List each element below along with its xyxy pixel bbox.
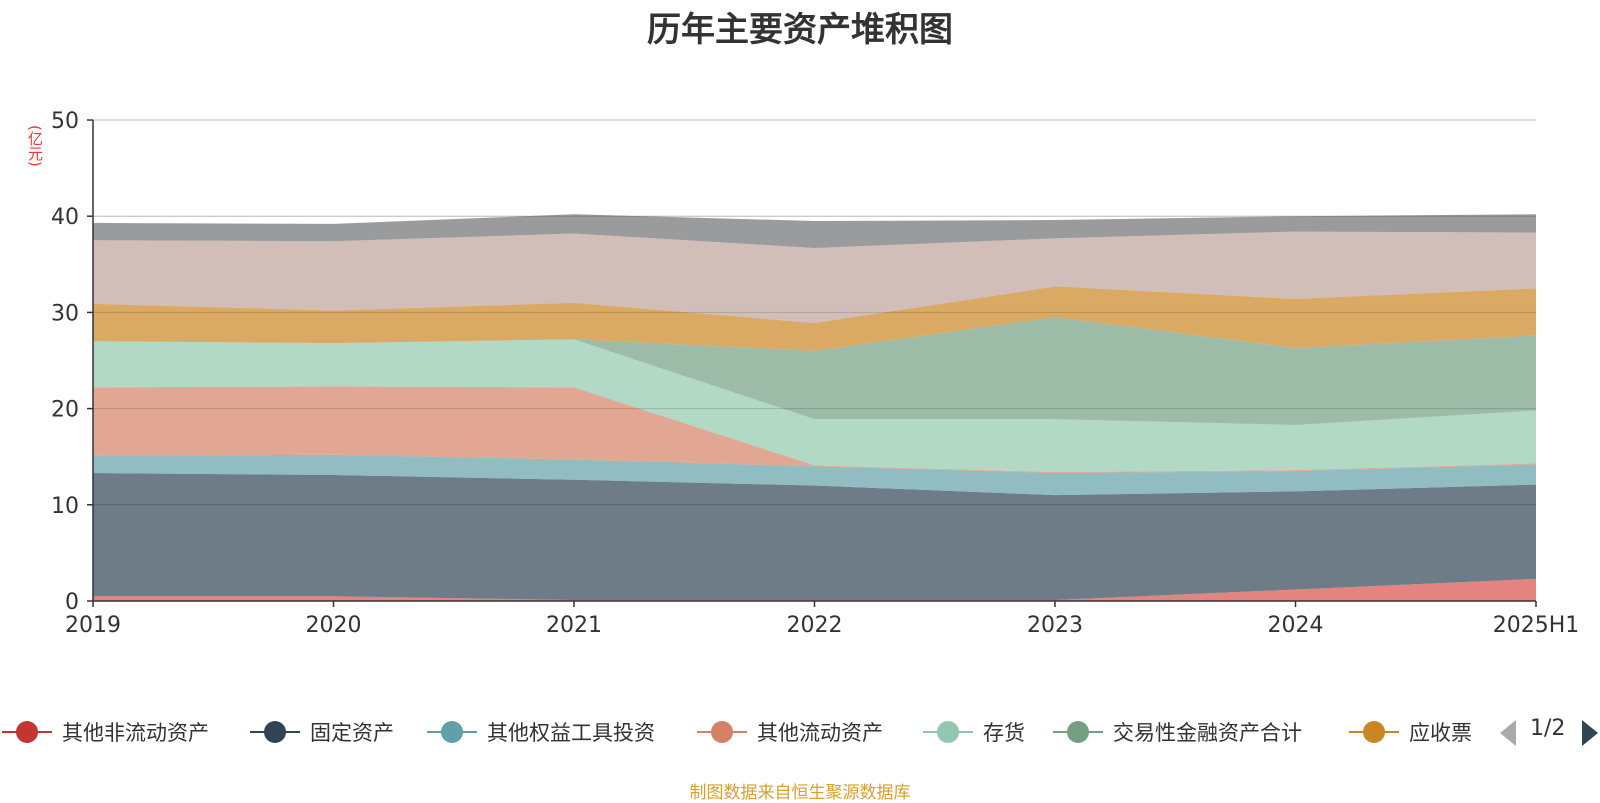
x-tick-label: 2019 xyxy=(65,613,121,638)
area-series-layer xyxy=(93,119,1536,601)
legend-dot xyxy=(711,721,733,743)
legend-pager: 1/2 xyxy=(1500,712,1600,752)
legend-prev-page-icon[interactable] xyxy=(1500,720,1516,746)
y-axis-unit-label: (亿元) xyxy=(26,125,44,167)
legend-label: 其他非流动资产 xyxy=(62,721,209,745)
legend-item-6[interactable]: 应收票 xyxy=(1349,712,1472,752)
y-tick-label: 0 xyxy=(65,590,79,615)
source-note: 制图数据来自恒生聚源数据库 xyxy=(689,783,911,803)
legend-dot xyxy=(1363,721,1385,743)
legend: 其他非流动资产 固定资产 其他权益工具投资 其他流动资产 存货 xyxy=(0,712,1600,752)
legend-label: 应收票 xyxy=(1409,721,1472,745)
y-tick-label: 10 xyxy=(51,494,79,519)
legend-next-page-icon[interactable] xyxy=(1582,720,1598,746)
y-tick-label: 20 xyxy=(51,398,79,423)
area-series-7[interactable] xyxy=(93,231,1536,323)
legend-dot xyxy=(264,721,286,743)
x-tick-label: 2020 xyxy=(306,613,362,638)
x-tick-label: 2021 xyxy=(546,613,602,638)
legend-label: 其他权益工具投资 xyxy=(487,721,655,745)
legend-label: 交易性金融资产合计 xyxy=(1113,721,1302,745)
stacked-area-chart: 0 10 20 30 40 50 2019 2020 2021 2022 2023 2024 2025H… xyxy=(51,109,1579,638)
legend-marker-icon xyxy=(923,719,973,745)
area-series-2[interactable] xyxy=(93,454,1536,496)
x-tick-label: 2022 xyxy=(787,613,843,638)
legend-dot xyxy=(441,721,463,743)
area-series-6[interactable] xyxy=(93,286,1536,351)
x-tick-label: 2025H1 xyxy=(1493,613,1580,638)
legend-label: 其他流动资产 xyxy=(757,721,883,745)
x-tick-label: 2024 xyxy=(1268,613,1324,638)
y-tick-label: 50 xyxy=(51,109,79,134)
legend-marker-icon xyxy=(250,719,300,745)
legend-item-3[interactable]: 其他流动资产 xyxy=(697,712,883,752)
legend-item-1[interactable]: 固定资产 xyxy=(250,712,394,752)
legend-marker-icon xyxy=(1349,719,1399,745)
area-series-0[interactable] xyxy=(93,578,1536,601)
legend-item-2[interactable]: 其他权益工具投资 xyxy=(427,712,655,752)
legend-marker-icon xyxy=(2,719,52,745)
area-series-1[interactable] xyxy=(93,473,1536,601)
x-tick-label: 2023 xyxy=(1027,613,1083,638)
legend-dot xyxy=(937,721,959,743)
legend-label: 固定资产 xyxy=(310,721,394,745)
area-series-3[interactable] xyxy=(93,386,1536,474)
legend-marker-icon xyxy=(427,719,477,745)
legend-item-0[interactable]: 其他非流动资产 xyxy=(2,712,209,752)
area-series-5[interactable] xyxy=(93,317,1536,425)
legend-page-indicator: 1/2 xyxy=(1530,716,1566,741)
legend-marker-icon xyxy=(697,719,747,745)
legend-item-5[interactable]: 交易性金融资产合计 xyxy=(1053,712,1302,752)
legend-label: 存货 xyxy=(983,721,1025,745)
legend-item-4[interactable]: 存货 xyxy=(923,712,1025,752)
area-series-4[interactable] xyxy=(93,339,1536,473)
legend-dot xyxy=(16,721,38,743)
chart-title: 历年主要资产堆积图 xyxy=(647,10,953,50)
y-tick-label: 30 xyxy=(51,301,79,326)
y-tick-label: 40 xyxy=(51,205,79,230)
legend-dot xyxy=(1067,721,1089,743)
axes: 0 10 20 30 40 50 2019 2020 2021 2022 2023 2024 2025H… xyxy=(51,109,1579,638)
legend-marker-icon xyxy=(1053,719,1103,745)
area-series-8[interactable] xyxy=(93,214,1536,248)
